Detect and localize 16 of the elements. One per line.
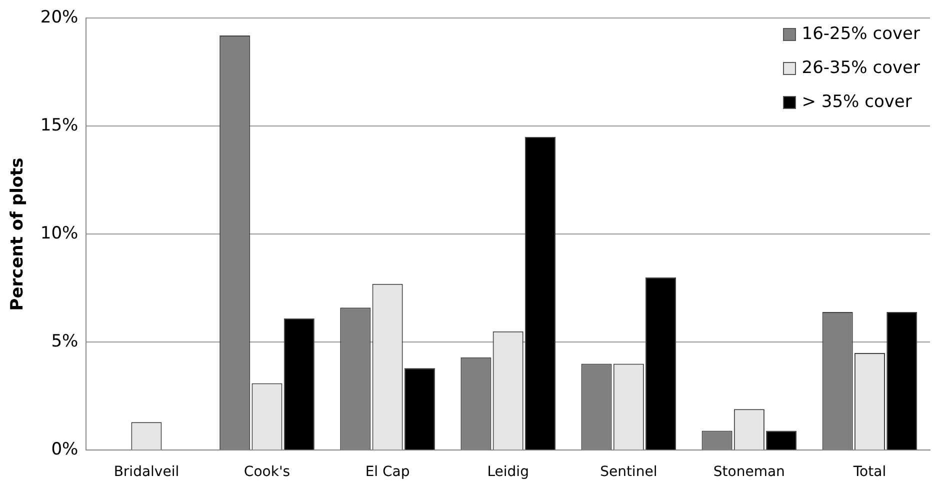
- x-tick-label: El Cap: [365, 464, 410, 480]
- legend-label: 16-25% cover: [802, 24, 920, 44]
- y-axis-title: Percent of plots: [8, 158, 28, 311]
- y-tick-label: 0%: [51, 440, 78, 460]
- legend-label: > 35% cover: [802, 92, 912, 112]
- x-tick-label: Stoneman: [713, 464, 785, 480]
- y-tick-label: 20%: [40, 8, 78, 28]
- x-tick-label: Total: [852, 464, 886, 480]
- legend-label: 26-35% cover: [802, 58, 920, 78]
- y-tick-label: 5%: [51, 332, 78, 352]
- x-tick-label: Leidig: [487, 464, 529, 480]
- x-tick-label: Cook's: [244, 464, 290, 480]
- x-tick-label: Sentinel: [600, 464, 658, 480]
- y-tick-label: 10%: [40, 224, 78, 244]
- x-tick-label: Bridalveil: [114, 464, 180, 480]
- y-tick-label: 15%: [40, 116, 78, 136]
